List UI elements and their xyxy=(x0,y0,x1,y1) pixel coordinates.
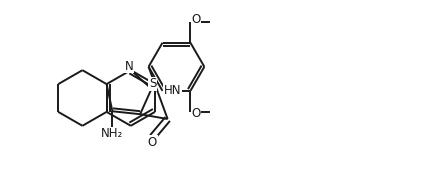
Text: N: N xyxy=(124,60,133,73)
Text: O: O xyxy=(148,135,157,149)
Text: HN: HN xyxy=(164,84,181,97)
Text: NH₂: NH₂ xyxy=(101,127,124,141)
Text: O: O xyxy=(191,107,201,120)
Text: S: S xyxy=(149,77,156,90)
Text: O: O xyxy=(191,13,201,26)
